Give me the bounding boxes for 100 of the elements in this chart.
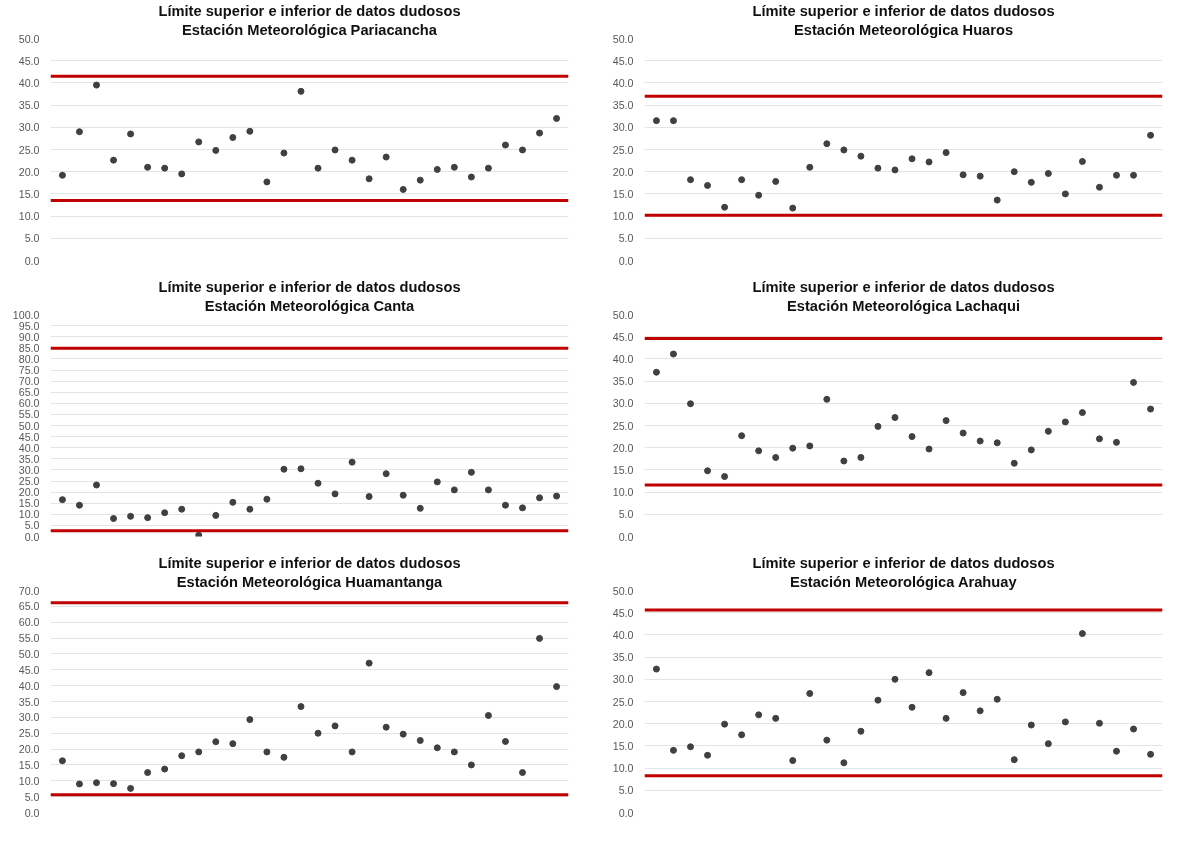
point (536, 494, 544, 502)
point (840, 457, 848, 465)
point (687, 743, 695, 751)
y-tick-label: 10.0 (18, 508, 40, 521)
y-tick-label: 45.0 (612, 330, 634, 343)
point (467, 173, 475, 181)
y-tick-label: 0.0 (24, 530, 40, 543)
point (416, 176, 424, 184)
point (297, 465, 305, 473)
point (484, 711, 492, 719)
point (195, 531, 203, 537)
point (144, 163, 152, 171)
y-tick-label: 25.0 (612, 695, 634, 708)
chart-title: Límite superior e inferior de datos dudosos (752, 554, 1055, 571)
point (1095, 183, 1103, 191)
y-tick-label: 40.0 (18, 441, 40, 454)
y-tick-label: 5.0 (618, 232, 634, 245)
y-tick-label: 20.0 (18, 486, 40, 499)
y-tick-label: 50.0 (612, 308, 634, 321)
y-tick-label: 15.0 (612, 463, 634, 476)
y-tick-label: 5.0 (618, 784, 634, 797)
point (93, 779, 101, 787)
y-tick-label: 20.0 (18, 743, 40, 756)
point (1130, 725, 1138, 733)
y-tick-label: 75.0 (18, 364, 40, 376)
point (314, 729, 322, 737)
point (721, 203, 729, 211)
point (501, 141, 509, 149)
y-tick-label: 25.0 (18, 475, 40, 487)
y-tick-label: 80.0 (18, 352, 40, 365)
point (857, 727, 865, 735)
point (976, 437, 984, 445)
point (297, 703, 305, 711)
y-tick-label: 50.0 (18, 647, 40, 660)
point (704, 751, 712, 759)
point (161, 509, 169, 517)
y-tick-label: 45.0 (612, 606, 634, 619)
point (1130, 171, 1138, 179)
point (161, 765, 169, 773)
point (669, 350, 677, 358)
chart-title: Límite superior e inferior de datos dudosos (158, 554, 461, 571)
y-tick-label: 35.0 (18, 695, 40, 708)
point (721, 473, 729, 481)
y-tick-label: 0.0 (618, 806, 634, 819)
y-tick-label: 30.0 (612, 673, 634, 686)
point (1061, 718, 1069, 726)
y-tick-label: 40.0 (612, 352, 634, 365)
point (738, 432, 746, 440)
point (416, 504, 424, 512)
y-tick-label: 60.0 (18, 616, 40, 629)
y-tick-label: 95.0 (18, 319, 40, 332)
chart-subtitle: Estación Meteorológica Lachaqui (787, 297, 1020, 314)
y-tick-label: 50.0 (612, 32, 634, 45)
point (263, 748, 271, 756)
point (993, 196, 1001, 204)
y-tick-label: 15.0 (612, 739, 634, 752)
point (840, 146, 848, 154)
chart-subtitle: Estación Meteorológica Canta (204, 297, 415, 314)
chart-subtitle: Estación Meteorológica Pariacancha (182, 21, 438, 38)
point (58, 496, 66, 504)
y-tick-label: 50.0 (612, 584, 634, 597)
y-tick-label: 55.0 (18, 408, 40, 421)
point (1078, 409, 1086, 417)
point (806, 690, 814, 697)
point (110, 515, 118, 523)
point (959, 171, 967, 179)
point (246, 716, 254, 724)
point (669, 117, 677, 125)
point (280, 465, 288, 473)
point (382, 470, 390, 478)
point (331, 722, 339, 730)
point (127, 784, 135, 792)
point (993, 439, 1001, 447)
y-tick-label: 10.0 (18, 774, 40, 787)
point (127, 512, 135, 520)
point (382, 723, 390, 731)
y-tick-label: 40.0 (18, 679, 40, 692)
point (687, 176, 695, 184)
point (467, 468, 475, 476)
y-tick-label: 30.0 (18, 711, 40, 724)
y-tick-label: 35.0 (612, 651, 634, 664)
point (857, 453, 865, 461)
point (416, 737, 424, 744)
point (263, 178, 271, 186)
point (772, 453, 780, 461)
y-tick-label: 30.0 (612, 121, 634, 134)
point (399, 491, 407, 499)
point (1147, 405, 1155, 413)
point (1130, 378, 1138, 386)
point (1044, 740, 1052, 748)
point (704, 467, 712, 475)
y-tick-label: 5.0 (24, 790, 40, 803)
y-tick-label: 40.0 (612, 76, 634, 89)
point (806, 163, 814, 171)
point (993, 695, 1001, 703)
point (229, 740, 237, 748)
point (93, 481, 101, 489)
point (450, 163, 458, 171)
point (1027, 178, 1035, 186)
point (942, 149, 950, 157)
